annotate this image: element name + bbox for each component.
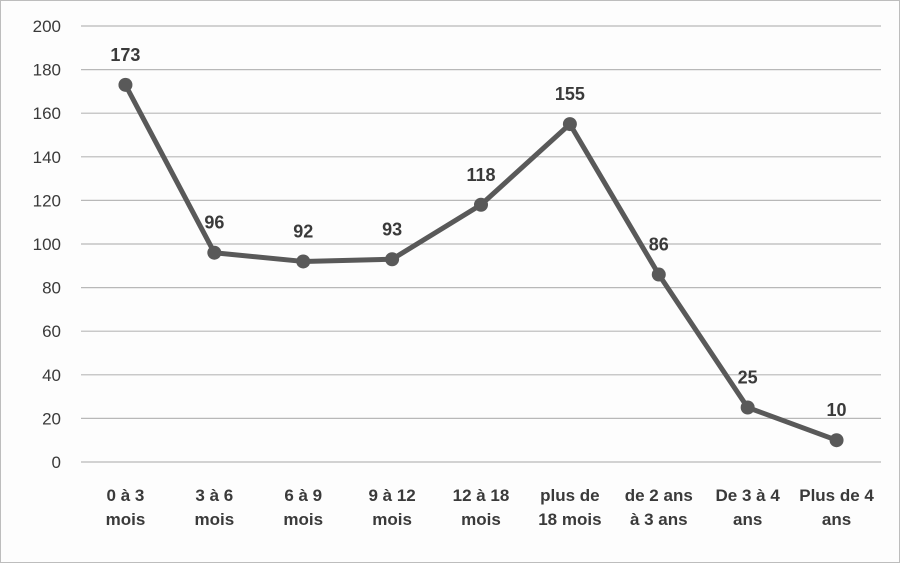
x-tick-label-line: mois bbox=[194, 510, 234, 529]
x-tick-label-line: ans bbox=[822, 510, 851, 529]
gridlines bbox=[81, 25, 881, 463]
data-label: 92 bbox=[293, 221, 313, 241]
x-tick-label: De 3 à 4 ans bbox=[716, 486, 781, 529]
y-tick-label: 200 bbox=[33, 17, 61, 36]
x-tick-label-line: 12 à 18 bbox=[453, 486, 510, 505]
data-point bbox=[385, 252, 400, 267]
data-label: 93 bbox=[382, 219, 402, 239]
x-tick-label-line: à 3 ans bbox=[630, 510, 688, 529]
x-tick-label-line: 6 à 9 bbox=[284, 486, 322, 505]
x-tick-label: 9 à 12 mois bbox=[368, 486, 415, 529]
y-tick-label: 120 bbox=[33, 191, 61, 210]
data-label: 10 bbox=[827, 400, 847, 420]
x-tick-label-line: 9 à 12 bbox=[368, 486, 415, 505]
y-tick-label: 100 bbox=[33, 235, 61, 254]
series-line bbox=[122, 82, 840, 443]
x-tick-label-line: plus de bbox=[540, 486, 600, 505]
x-tick-label-line: 3 à 6 bbox=[195, 486, 233, 505]
x-tick-label: 12 à 18 mois bbox=[453, 486, 510, 529]
data-point bbox=[740, 400, 755, 415]
data-label: 25 bbox=[738, 368, 758, 388]
data-label: 118 bbox=[466, 165, 495, 185]
data-point bbox=[829, 433, 844, 448]
x-tick-label-line: ans bbox=[733, 510, 762, 529]
x-tick-label-line: 0 à 3 bbox=[107, 486, 145, 505]
x-tick-label: 3 à 6 mois bbox=[194, 486, 234, 529]
y-tick-label: 80 bbox=[42, 279, 61, 298]
x-tick-label-line: mois bbox=[106, 510, 146, 529]
y-tick-label: 40 bbox=[42, 366, 61, 385]
x-tick-label: Plus de 4 ans bbox=[799, 486, 874, 529]
data-point bbox=[296, 254, 311, 269]
y-tick-label: 0 bbox=[52, 453, 61, 472]
data-point bbox=[207, 245, 222, 260]
data-label: 155 bbox=[555, 84, 585, 104]
x-tick-label-line: 18 mois bbox=[538, 510, 601, 529]
y-tick-label: 180 bbox=[33, 61, 61, 80]
x-tick-label-line: mois bbox=[461, 510, 501, 529]
data-point bbox=[562, 117, 577, 132]
y-tick-label: 20 bbox=[42, 409, 61, 428]
x-tick-label-line: mois bbox=[372, 510, 412, 529]
data-label: 86 bbox=[649, 235, 669, 255]
series bbox=[118, 77, 844, 448]
y-tick-label: 60 bbox=[42, 322, 61, 341]
x-tick-label-line: de 2 ans bbox=[625, 486, 693, 505]
y-axis-ticks: 0 20 40 60 80 100 120 140 160 180 200 bbox=[33, 17, 61, 472]
data-labels: 173 96 92 93 118 155 86 25 10 bbox=[110, 45, 846, 420]
data-point bbox=[474, 197, 488, 212]
x-tick-label: plus de 18 mois bbox=[538, 486, 601, 529]
data-label: 173 bbox=[110, 45, 140, 65]
x-tick-label-line: De 3 à 4 bbox=[716, 486, 781, 505]
y-tick-label: 160 bbox=[33, 104, 61, 123]
data-point bbox=[651, 267, 666, 282]
x-tick-label-line: Plus de 4 bbox=[799, 486, 874, 505]
data-point bbox=[118, 77, 133, 92]
x-tick-label: 6 à 9 mois bbox=[283, 486, 323, 529]
y-tick-label: 140 bbox=[33, 148, 61, 167]
x-tick-label: de 2 ans à 3 ans bbox=[625, 486, 693, 529]
data-label: 96 bbox=[204, 213, 224, 233]
x-tick-label: 0 à 3 mois bbox=[106, 486, 146, 529]
x-tick-label-line: mois bbox=[283, 510, 323, 529]
